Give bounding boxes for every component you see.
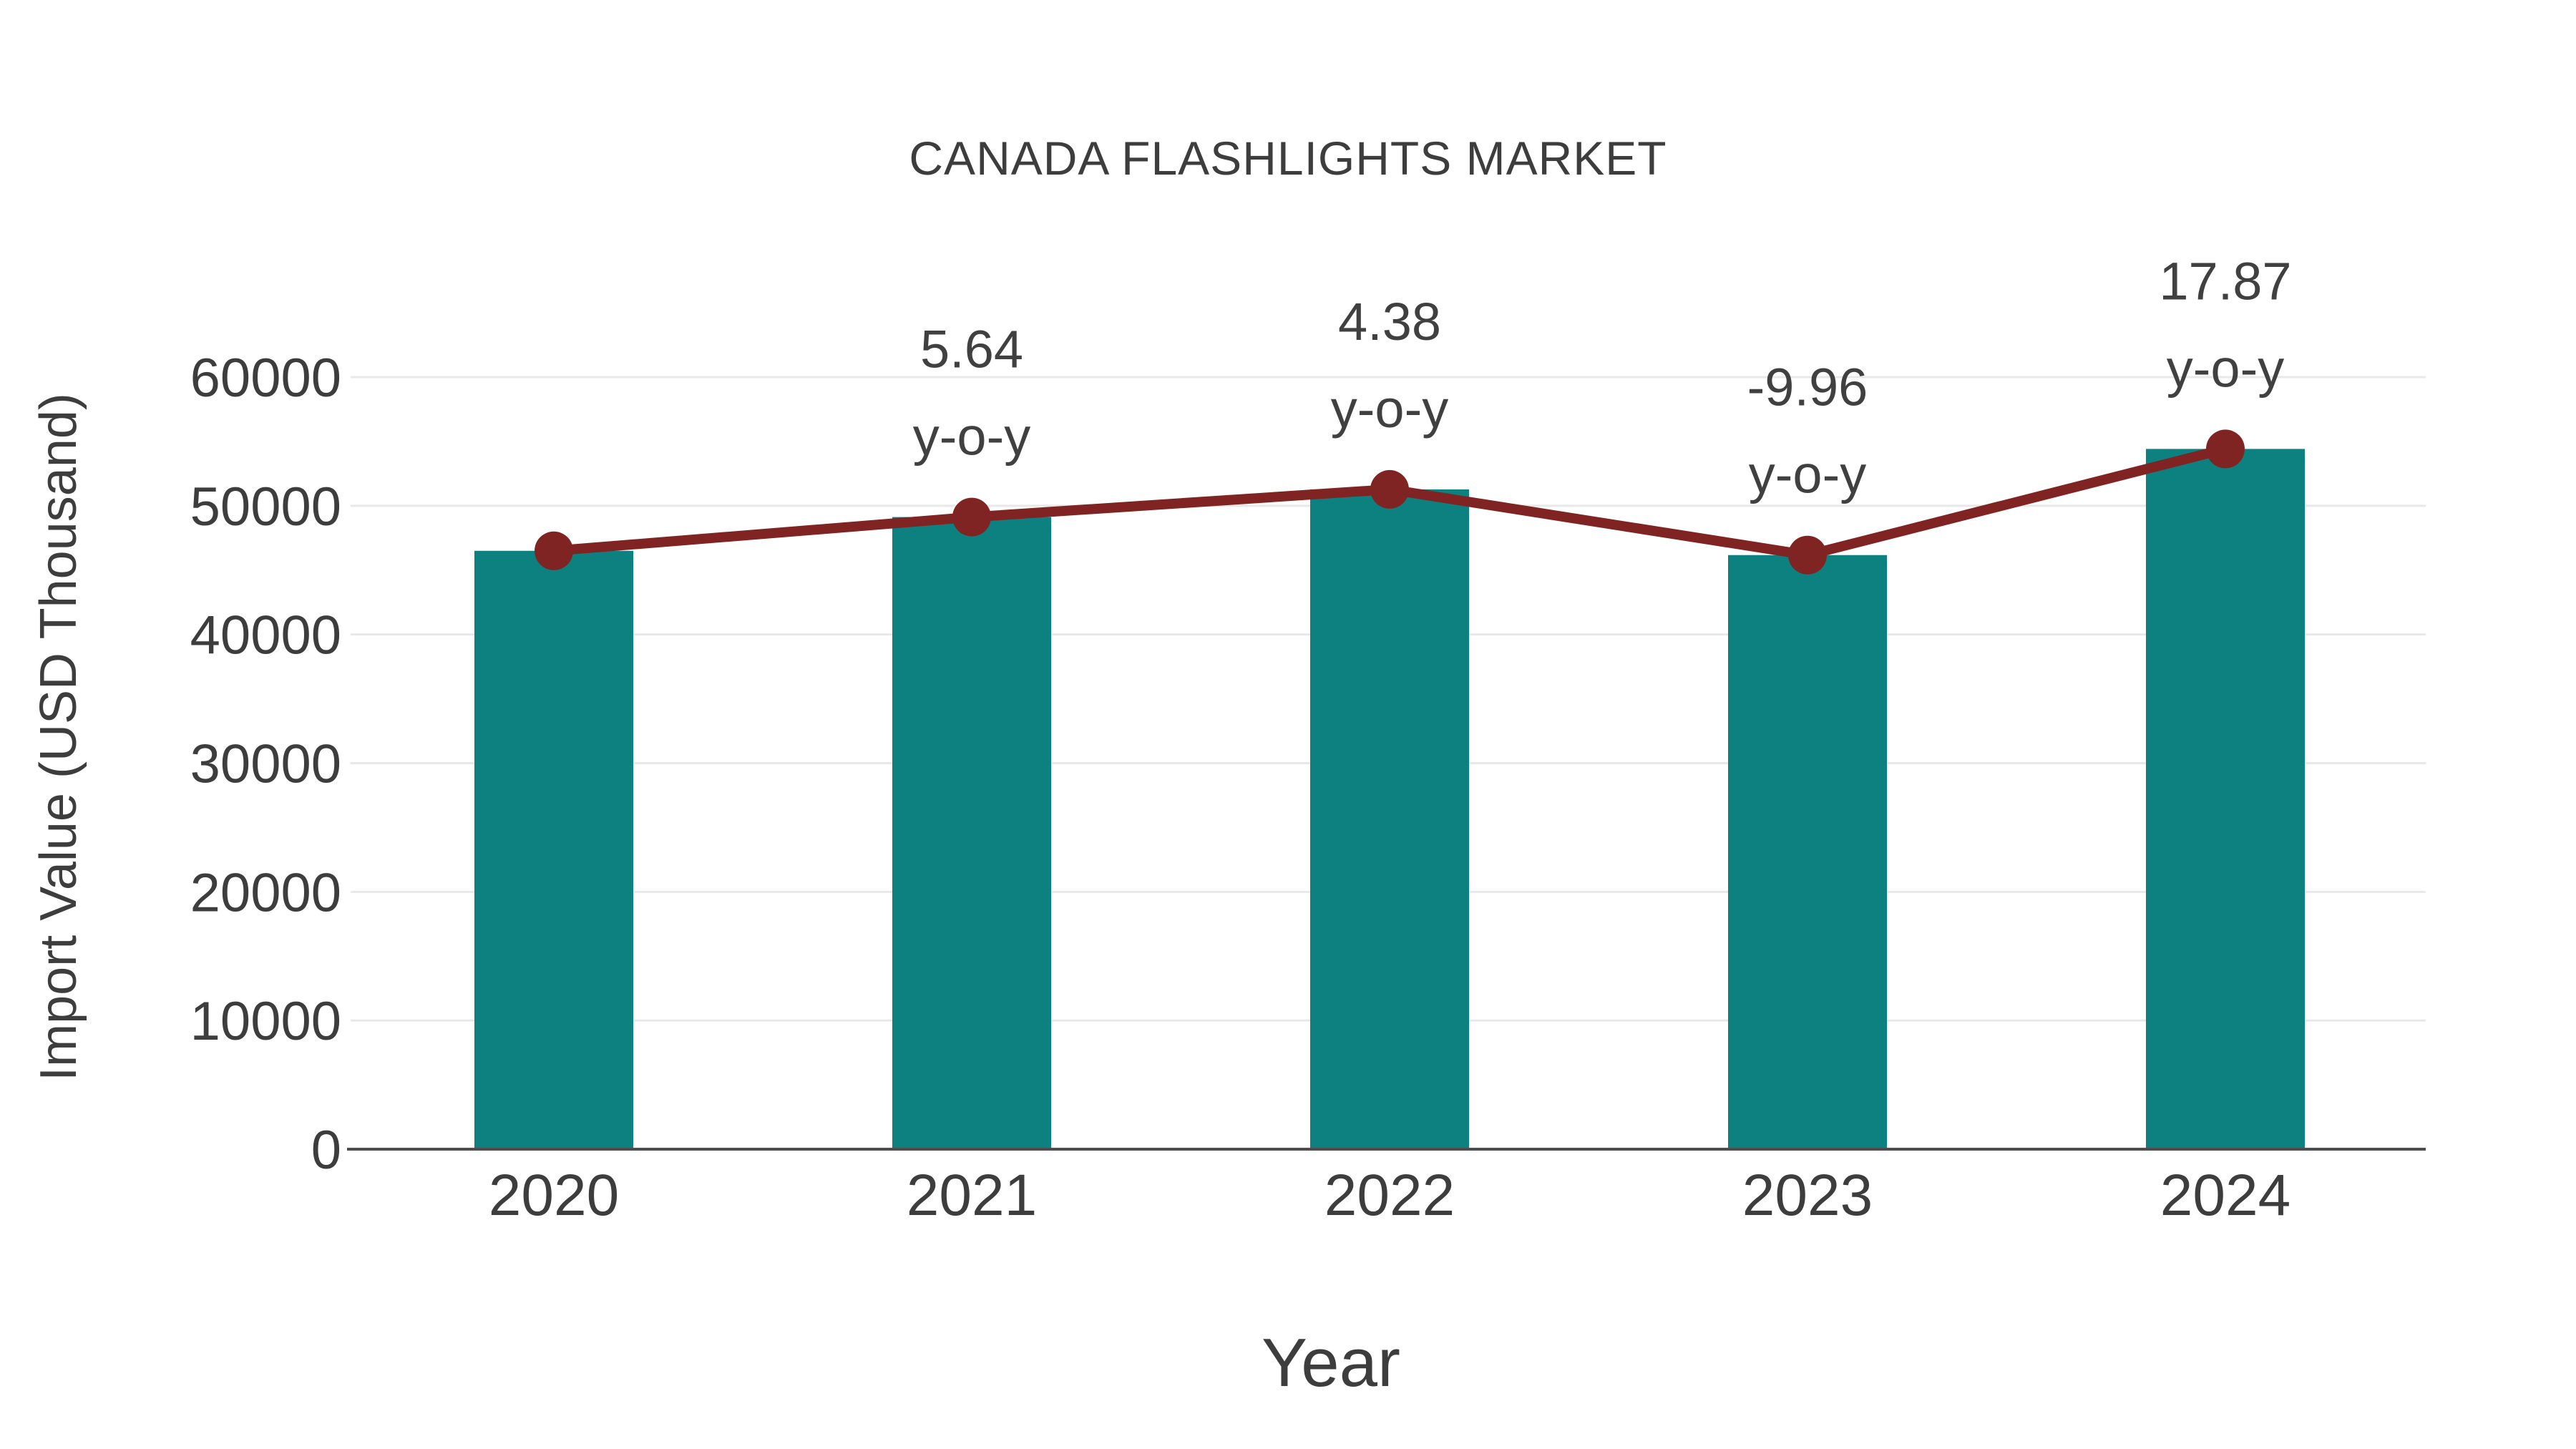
annotation-yoy-2023: y-o-y [1749,445,1866,504]
x-axis-title: Year [1262,1324,1400,1401]
trend-marker-2021 [952,497,991,537]
bar-2021 [892,517,1051,1149]
x-tick-label-2024: 2024 [2160,1163,2290,1228]
bar-2024 [2146,449,2305,1149]
trend-marker-2022 [1370,469,1409,509]
trend-marker-2023 [1788,535,1827,575]
bar-2022 [1310,489,1469,1149]
annotation-yoy-2021: y-o-y [913,407,1030,467]
trend-marker-2024 [2206,429,2245,469]
x-tick-label-2020: 2020 [489,1163,619,1228]
annotation-value-2022: 4.38 [1338,292,1441,351]
chart-title: CANADA FLASHLIGHTS MARKET [909,132,1667,185]
y-tick-label-30000: 30000 [190,734,341,795]
annotation-yoy-2022: y-o-y [1331,379,1448,439]
bar-2023 [1728,555,1887,1149]
bar-2020 [474,550,633,1149]
x-tick-label-2022: 2022 [1324,1163,1455,1228]
annotation-value-2021: 5.64 [920,320,1023,379]
y-tick-label-10000: 10000 [190,991,341,1052]
y-tick-label-0: 0 [311,1120,341,1181]
x-tick-label-2021: 2021 [907,1163,1037,1228]
annotation-yoy-2024: y-o-y [2167,338,2284,398]
y-tick-label-20000: 20000 [190,862,341,923]
y-tick-label-50000: 50000 [190,477,341,537]
annotation-value-2023: -9.96 [1747,358,1868,417]
y-tick-label-40000: 40000 [190,605,341,666]
annotation-value-2024: 17.87 [2159,251,2291,311]
trend-marker-2020 [535,531,573,570]
y-tick-label-60000: 60000 [190,348,341,409]
x-tick-label-2023: 2023 [1742,1163,1873,1228]
